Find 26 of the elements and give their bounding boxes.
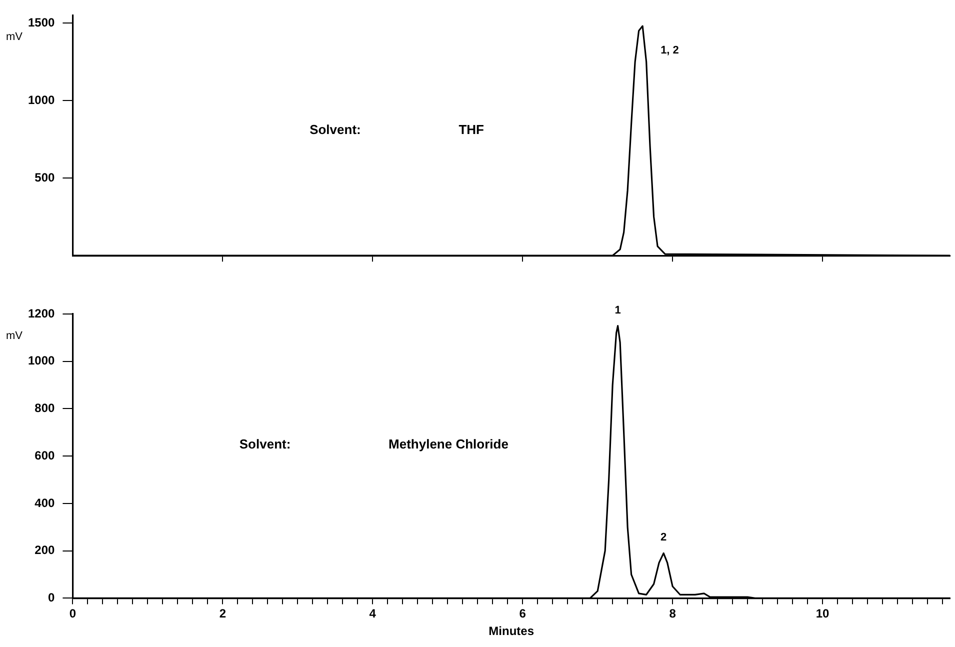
y-tick-label: 800 (34, 401, 56, 416)
x-tick-label: 6 (519, 606, 526, 621)
annotation: Solvent: (310, 122, 361, 138)
x-tick-label: 0 (69, 606, 76, 621)
annotation: 1 (614, 304, 621, 316)
annotation: Methylene Chloride (388, 436, 508, 452)
annotation: THF (458, 122, 484, 138)
y-tick-label: 600 (34, 448, 56, 462)
y-tick-label: 1000 (28, 354, 56, 368)
y-tick-label: 400 (34, 496, 56, 510)
y-tick-label: 1500 (28, 15, 56, 30)
y-tick-label: 0 (48, 590, 56, 605)
annotation: 2 (660, 532, 667, 544)
y-axis-title: mV (6, 31, 24, 44)
annotation: Solvent: (239, 436, 291, 452)
y-tick-label: 200 (34, 543, 56, 558)
annotation: 1, 2 (660, 44, 679, 57)
y-tick-label: 500 (34, 170, 56, 184)
x-axis-title: Minutes (488, 624, 534, 638)
x-tick-label: 8 (669, 606, 676, 621)
x-tick-label: 2 (219, 606, 226, 621)
y-tick-label: 1200 (28, 306, 56, 320)
y-axis-title: mV (6, 330, 24, 342)
x-tick-label: 10 (816, 606, 830, 621)
x-tick-label: 4 (369, 606, 376, 621)
y-tick-label: 1000 (28, 92, 56, 107)
